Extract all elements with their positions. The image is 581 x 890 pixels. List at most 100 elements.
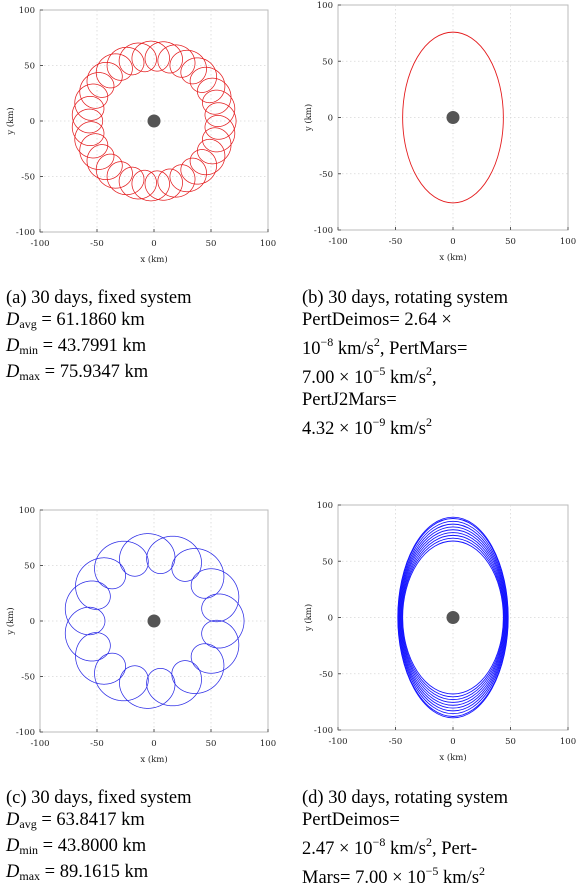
y-tick-label: 100 bbox=[317, 501, 333, 511]
x-tick-label: -50 bbox=[90, 239, 104, 249]
plot-a-chart: -100 -50 0 50 100 -100 -50 0 50 100 x (km) y (km) bbox=[5, 6, 276, 265]
y-tick-label: 50 bbox=[24, 62, 35, 72]
x-tick-label: 50 bbox=[206, 739, 217, 749]
caption-b-r3b: × bbox=[339, 368, 350, 388]
y-tick-label: -50 bbox=[319, 170, 333, 180]
trajectory-ellipse bbox=[397, 516, 509, 719]
x-tick-label: 100 bbox=[260, 739, 276, 749]
caption-b-r3d: −5 bbox=[372, 364, 386, 378]
caption-a-line3: = 75.9347 km bbox=[44, 362, 149, 382]
deimos-body-marker bbox=[147, 614, 161, 628]
caption-d-r2b: −8 bbox=[372, 835, 386, 849]
y-tick-label: 100 bbox=[317, 1, 333, 11]
y-tick-label: -50 bbox=[21, 673, 35, 683]
plot-c-chart: -100 -50 0 50 100 -100 -50 0 50 100 x (km) y (km) bbox=[5, 506, 276, 765]
caption-b-r3e: km/s bbox=[385, 368, 426, 388]
y-tick-label: -50 bbox=[319, 670, 333, 680]
caption-d-r3d: 2 bbox=[479, 864, 486, 878]
caption-b-r3c: 10 bbox=[354, 368, 373, 388]
y-axis-label: y (km) bbox=[303, 604, 314, 632]
caption-d-r2c: km/s bbox=[385, 839, 426, 859]
deimos-body-marker bbox=[446, 111, 460, 124]
caption-d: (d) 30 days, rotating system PertDeimos=… bbox=[302, 787, 574, 889]
caption-b: (b) 30 days, rotating system PertDeimos=… bbox=[302, 287, 574, 440]
caption-b-r1c: × bbox=[441, 310, 452, 330]
caption-d-r3b: −5 bbox=[425, 864, 439, 878]
caption-c: (c) 30 days, fixed system Davg = 63.8417… bbox=[6, 788, 192, 883]
caption-d-title: (d) 30 days, rotating system bbox=[302, 788, 509, 808]
x-tick-label: -100 bbox=[328, 737, 347, 747]
caption-b-r5c: km/s bbox=[385, 419, 426, 439]
caption-d-r1: PertDeimos= bbox=[302, 810, 400, 830]
caption-b-r2c: km/s bbox=[333, 339, 374, 359]
y-tick-label: -100 bbox=[16, 228, 35, 238]
trajectory-line bbox=[64, 533, 245, 709]
x-tick-label: 50 bbox=[505, 237, 516, 247]
x-tick-label: 50 bbox=[206, 239, 217, 249]
caption-b-title: (b) 30 days, rotating system bbox=[302, 288, 509, 308]
caption-d-r3c: km/s bbox=[438, 868, 480, 888]
caption-c-line2-sub: min bbox=[19, 843, 39, 857]
x-tick-label: 0 bbox=[450, 737, 455, 747]
caption-d-r2d: 2 bbox=[425, 835, 432, 849]
caption-b-r2e: , bbox=[379, 339, 385, 359]
y-axis-label: y (km) bbox=[5, 607, 16, 635]
caption-b-r5a: 4.32 × 10 bbox=[302, 419, 373, 439]
caption-b-r2d: 2 bbox=[373, 335, 380, 349]
x-tick-label: 0 bbox=[151, 739, 156, 749]
x-axis-label: x (km) bbox=[140, 754, 167, 765]
caption-b-r5b: −9 bbox=[372, 415, 386, 429]
y-tick-label: 0 bbox=[30, 117, 35, 127]
caption-a-title: (a) 30 days, fixed system bbox=[6, 288, 192, 308]
trajectory-ellipse bbox=[402, 540, 504, 695]
caption-d-r2f: Pert- bbox=[441, 839, 478, 859]
trajectory-ellipse bbox=[398, 520, 508, 715]
caption-d-r3a: Mars= 7.00 × 10 bbox=[302, 868, 426, 888]
trajectory-group bbox=[397, 516, 509, 719]
caption-a: (a) 30 days, fixed system Davg = 61.1860… bbox=[6, 288, 192, 383]
caption-a-line1: = 61.1860 km bbox=[41, 310, 145, 330]
trajectory-group bbox=[64, 533, 245, 709]
x-tick-label: 0 bbox=[151, 239, 156, 249]
x-tick-label: -50 bbox=[389, 237, 403, 247]
x-axis-label: x (km) bbox=[439, 752, 466, 763]
x-tick-label: -100 bbox=[328, 237, 347, 247]
caption-c-line1-sub: avg bbox=[19, 817, 37, 831]
caption-b-r2b: −8 bbox=[320, 335, 334, 349]
trajectory-group bbox=[402, 31, 504, 204]
caption-a-line3-sub: max bbox=[19, 369, 41, 383]
caption-c-title: (c) 30 days, fixed system bbox=[6, 788, 192, 808]
y-tick-label: 50 bbox=[322, 557, 333, 567]
y-tick-label: 50 bbox=[322, 57, 333, 67]
y-tick-label: -100 bbox=[16, 728, 35, 738]
trajectory-ellipse bbox=[400, 532, 506, 703]
y-tick-label: 100 bbox=[19, 6, 35, 16]
y-tick-label: -50 bbox=[21, 173, 35, 183]
trajectory-group bbox=[71, 40, 237, 202]
trajectory-ellipse bbox=[401, 537, 505, 698]
x-tick-label: 100 bbox=[260, 239, 276, 249]
trajectory-ellipse bbox=[399, 526, 507, 709]
x-tick-label: -100 bbox=[30, 239, 49, 249]
x-tick-label: -50 bbox=[90, 739, 104, 749]
caption-a-line2: = 43.7991 km bbox=[42, 336, 147, 356]
caption-c-line3: = 89.1615 km bbox=[44, 862, 149, 882]
x-tick-label: -50 bbox=[389, 737, 403, 747]
x-axis-label: x (km) bbox=[439, 252, 466, 263]
deimos-body-marker bbox=[147, 114, 161, 128]
trajectory-ellipse bbox=[399, 529, 507, 706]
caption-d-r2e: , bbox=[431, 839, 437, 859]
y-tick-label: 0 bbox=[328, 114, 333, 124]
y-axis-label: y (km) bbox=[5, 107, 16, 135]
x-axis-label: x (km) bbox=[140, 254, 167, 265]
plot-d-chart: -100 -50 0 50 100 -100 -50 0 50 100 x (km) y (km) bbox=[303, 501, 576, 763]
caption-a-line1-sub: avg bbox=[19, 317, 37, 331]
y-tick-label: 100 bbox=[19, 506, 35, 516]
y-axis-label: y (km) bbox=[303, 104, 314, 132]
trajectory-ellipse bbox=[398, 523, 508, 712]
x-tick-label: -100 bbox=[30, 739, 49, 749]
y-tick-label: 0 bbox=[328, 614, 333, 624]
caption-b-r3g: , bbox=[431, 368, 437, 388]
caption-c-line1: = 63.8417 km bbox=[41, 810, 145, 830]
caption-a-line2-sub: min bbox=[19, 343, 39, 357]
